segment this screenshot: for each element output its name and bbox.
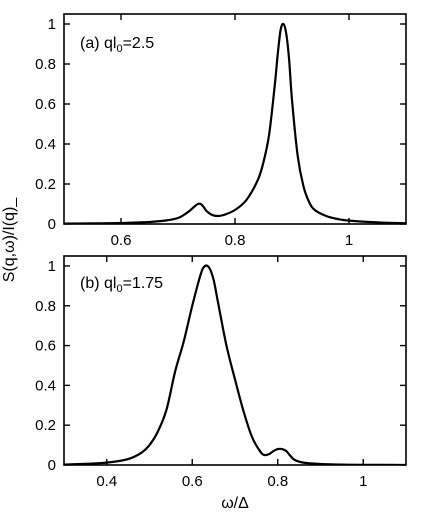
x-tick-label: 0.6 bbox=[182, 473, 203, 490]
x-axis-label: ω/Δ bbox=[221, 495, 249, 512]
y-tick-label: 0.8 bbox=[35, 298, 56, 315]
y-tick-label: 0.8 bbox=[35, 56, 56, 73]
panel-a: 0.6 0.8 1 0 0.2 0.4 0.6 0.8 1 (a) ql0=2.5 bbox=[35, 13, 407, 249]
y-tick-label: 1 bbox=[48, 258, 56, 275]
x-tick-label: 0.6 bbox=[111, 232, 132, 249]
panel-b-ytick-labels: 0 0.2 0.4 0.6 0.8 1 bbox=[35, 258, 56, 474]
panel-b-frame bbox=[63, 255, 407, 466]
y-tick-label: 0.4 bbox=[35, 136, 56, 153]
panel-a-ticks bbox=[64, 14, 406, 225]
y-tick-label: 0.2 bbox=[35, 176, 56, 193]
y-tick-label: 0.4 bbox=[35, 377, 56, 394]
panel-b-label: (b) ql0=1.75 bbox=[80, 275, 163, 295]
y-tick-label: 0.6 bbox=[35, 96, 56, 113]
panel-a-label: (a) ql0=2.5 bbox=[80, 35, 154, 55]
y-tick-label: 0.2 bbox=[35, 417, 56, 434]
y-tick-label: 1 bbox=[48, 16, 56, 33]
panel-a-series-line bbox=[64, 22, 406, 224]
panel-a-ytick-labels: 0 0.2 0.4 0.6 0.8 1 bbox=[35, 16, 56, 233]
y-tick-label: 0 bbox=[48, 457, 56, 474]
y-tick-label: 0.6 bbox=[35, 338, 56, 355]
panel-b-series-line bbox=[64, 264, 406, 465]
x-tick-label: 1 bbox=[359, 473, 367, 490]
panel-b: 0.4 0.6 0.8 1 0 0.2 0.4 0.6 0.8 1 (b) ql0=1.75 bbox=[35, 255, 407, 490]
panel-b-xtick-labels: 0.4 0.6 0.8 1 bbox=[96, 473, 367, 490]
x-tick-label: 1 bbox=[345, 232, 353, 249]
panel-a-xtick-labels: 0.6 0.8 1 bbox=[111, 232, 354, 249]
x-tick-label: 0.8 bbox=[267, 473, 288, 490]
x-tick-label: 0.8 bbox=[225, 232, 246, 249]
y-tick-label: 0 bbox=[48, 216, 56, 233]
y-axis-label: S(q,ω)/I(q)_ bbox=[1, 197, 18, 283]
x-tick-label: 0.4 bbox=[96, 473, 117, 490]
